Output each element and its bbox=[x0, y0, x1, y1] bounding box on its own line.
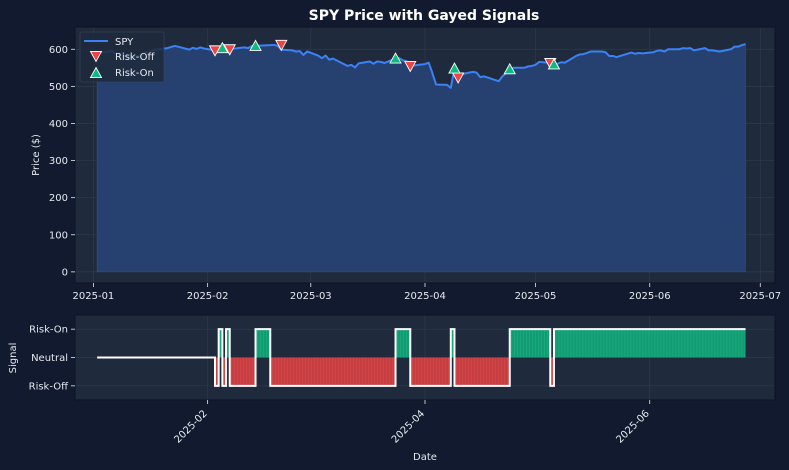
risk-on-marker bbox=[389, 52, 402, 64]
price-y-tick-label: 500 bbox=[49, 82, 68, 93]
chart-title: SPY Price with Gayed Signals bbox=[309, 8, 540, 24]
price-y-ticks: 0 100 200 300 400 500 600 bbox=[49, 45, 75, 278]
price-x-tick-label: 2025-06 bbox=[629, 291, 671, 302]
risk-off-fill bbox=[270, 357, 396, 386]
risk-off-fill bbox=[454, 357, 510, 386]
price-x-ticks: 2025-01 2025-02 2025-03 2025-04 2025-05 2025-… bbox=[73, 283, 781, 302]
price-x-tick-label: 2025-07 bbox=[739, 291, 781, 302]
risk-on-marker bbox=[249, 39, 262, 51]
risk-off-marker bbox=[223, 44, 236, 56]
legend-spy-label: SPY bbox=[115, 37, 134, 48]
price-y-tick-label: 0 bbox=[62, 267, 68, 278]
price-legend: SPY Risk-Off Risk-On bbox=[79, 31, 165, 83]
risk-on-marker bbox=[503, 62, 516, 75]
signal-y-ticks: Risk-On Neutral Risk-Off bbox=[29, 325, 75, 392]
risk-off-marker bbox=[275, 39, 288, 52]
risk-on-marker bbox=[448, 62, 461, 74]
price-x-tick-label: 2025-02 bbox=[187, 291, 229, 302]
price-x-tick-label: 2025-01 bbox=[73, 291, 115, 302]
risk-off-marker bbox=[404, 61, 417, 73]
signal-y-tick-label: Neutral bbox=[31, 353, 68, 364]
signal-y-tick-label: Risk-On bbox=[29, 325, 68, 336]
price-y-tick-label: 300 bbox=[49, 156, 68, 167]
legend-risk-off-label: Risk-Off bbox=[115, 52, 155, 63]
signal-step-line bbox=[97, 328, 746, 387]
price-x-tick-label: 2025-04 bbox=[404, 291, 446, 302]
signal-markers bbox=[208, 39, 561, 84]
signal-x-axis-label: Date bbox=[413, 452, 437, 463]
price-x-tick-label: 2025-05 bbox=[515, 291, 557, 302]
price-y-tick-label: 600 bbox=[49, 45, 68, 56]
signal-y-tick-label: Risk-Off bbox=[29, 381, 69, 392]
price-y-axis-label: Price ($) bbox=[31, 134, 42, 176]
spy-price-area bbox=[96, 43, 746, 273]
price-x-tick-label: 2025-03 bbox=[290, 291, 332, 302]
price-y-tick-label: 100 bbox=[49, 230, 68, 241]
risk-on-marker bbox=[547, 58, 561, 70]
legend-risk-on-label: Risk-On bbox=[115, 68, 154, 79]
price-y-tick-label: 400 bbox=[49, 119, 68, 130]
risk-on-marker bbox=[216, 41, 229, 54]
legend-box bbox=[79, 31, 165, 83]
legend-risk-on-triangle-icon bbox=[89, 66, 103, 78]
signal-y-axis-label: Signal bbox=[8, 343, 19, 374]
legend-risk-off-triangle-icon bbox=[89, 51, 103, 63]
signal-fills bbox=[215, 329, 746, 386]
risk-off-fill bbox=[229, 357, 256, 386]
price-y-tick-label: 200 bbox=[49, 193, 68, 204]
